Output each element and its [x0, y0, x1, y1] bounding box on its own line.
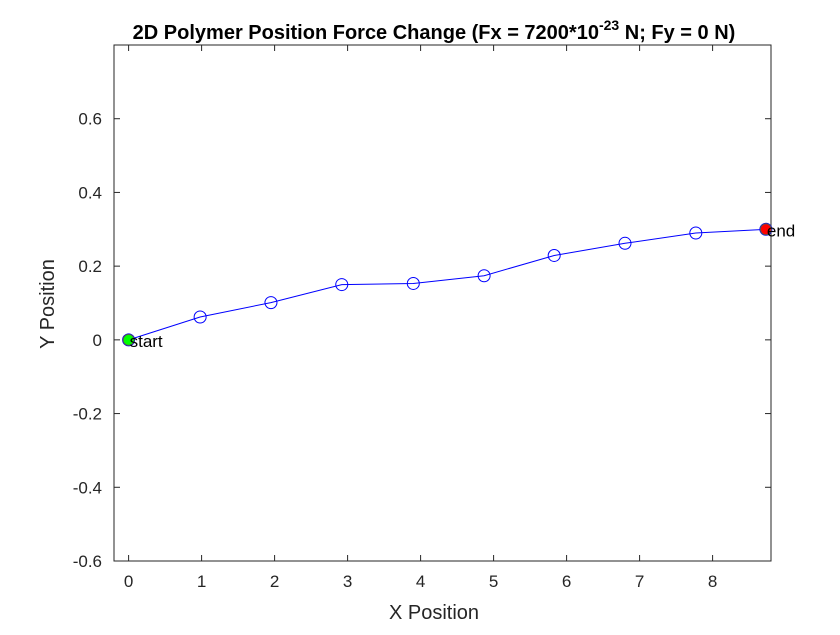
- data-point: [193, 310, 207, 324]
- x-tick-label: 6: [562, 572, 571, 591]
- x-tick-label: 4: [416, 572, 425, 591]
- x-axis-label: X Position: [389, 602, 479, 624]
- x-tick-label: 1: [197, 572, 206, 591]
- y-tick-label: 0.6: [78, 110, 102, 129]
- x-tick-label: 0: [124, 572, 133, 591]
- data-point: [335, 278, 349, 292]
- x-tick-label: 5: [489, 572, 498, 591]
- y-tick-label: -0.2: [73, 405, 102, 424]
- x-tick-label: 2: [270, 572, 279, 591]
- data-point: [264, 296, 278, 310]
- chart-title-main: 2D Polymer Position Force Change (Fx = 7…: [133, 22, 599, 44]
- chart-title: 2D Polymer Position Force Change (Fx = 7…: [133, 17, 736, 44]
- series-line: [128, 228, 766, 341]
- x-tick-label: 8: [708, 572, 717, 591]
- x-tick-label: 7: [635, 572, 644, 591]
- y-axis-label: Y Position: [37, 259, 59, 349]
- y-tick-label: -0.6: [73, 552, 102, 571]
- data-point: [618, 236, 632, 250]
- y-tick-label: 0: [93, 331, 102, 350]
- chart-title-superscript: -23: [599, 17, 619, 33]
- y-tick-label: 0.2: [78, 257, 102, 276]
- end-label: end: [767, 221, 795, 240]
- chart-title-tail: N; Fy = 0 N): [619, 22, 735, 44]
- data-point: [477, 269, 491, 283]
- data-point: [689, 226, 703, 240]
- end-marker: [759, 223, 772, 236]
- y-tick-label: 0.4: [78, 183, 102, 202]
- plot-area: 0 1 2 3 4 5 6 7 8 -0.6 -0.4 -0.2 0 0.2 0.4 0.6 start end: [73, 44, 795, 591]
- x-tick-label: 3: [343, 572, 352, 591]
- y-tick-label: -0.4: [73, 478, 102, 497]
- start-label: start: [130, 332, 163, 351]
- data-point: [406, 276, 420, 290]
- start-marker: [122, 333, 135, 346]
- data-point: [547, 248, 561, 262]
- plot-frame: [113, 44, 772, 562]
